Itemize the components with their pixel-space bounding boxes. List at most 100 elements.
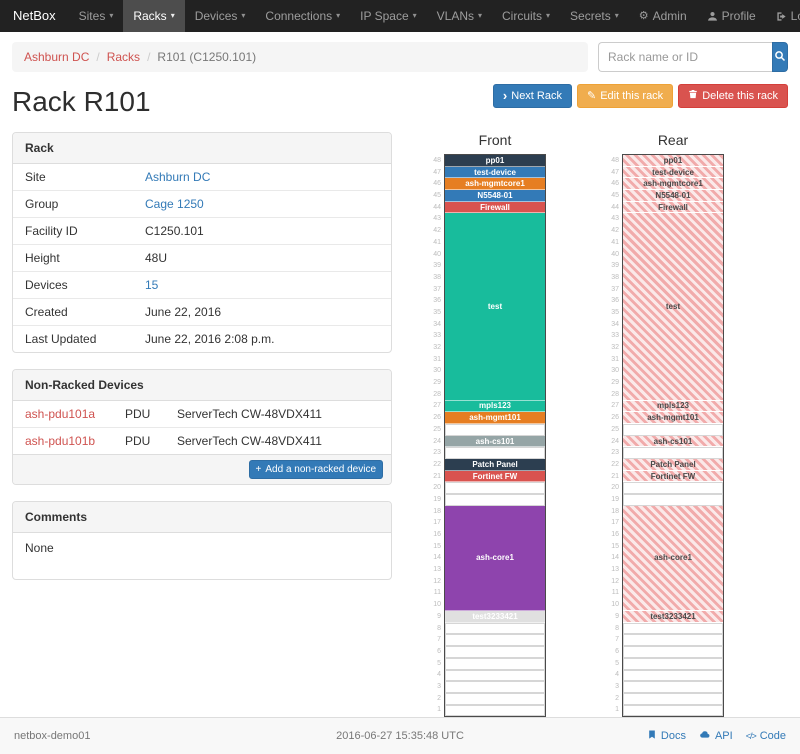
unit-number: 35 (611, 308, 619, 316)
delete-rack-button[interactable]: Delete this rack (678, 84, 788, 109)
nav-item-connections[interactable]: Connections ▾ (255, 0, 350, 32)
device-rear-test3233421[interactable]: test3233421 (623, 611, 723, 623)
unit-number: 3 (437, 682, 441, 690)
device-link-ash-pdu101b[interactable]: ash-pdu101b (25, 434, 96, 448)
nav-item-vlans[interactable]: VLANs ▾ (427, 0, 492, 32)
attr-label: Height (25, 251, 60, 265)
device-rear-test-device[interactable]: test-device (623, 166, 723, 179)
footer-links: Docs API </> Code (566, 729, 786, 743)
nav-item-label: Profile (721, 9, 756, 23)
breadcrumb-separator: / (96, 50, 100, 64)
device-front-n5548-01[interactable]: N5548-01 (445, 190, 545, 202)
add-non-racked-device-button[interactable]: + Add a non-racked device (248, 460, 383, 479)
navbar: NetBox Sites ▾ Racks ▾ Devices ▾ Connections ▾ I… (0, 0, 800, 32)
device-rear-test[interactable]: test (623, 213, 723, 401)
attr-row-group: Group Cage 1250 (13, 190, 391, 217)
device-rear-ash-cs101[interactable]: ash-cs101 (623, 435, 723, 448)
device-front-patch-panel[interactable]: Patch Panel (445, 459, 545, 471)
breadcrumb-link-ashburn-dc[interactable]: Ashburn DC (24, 50, 90, 64)
unit-number: 12 (611, 577, 619, 585)
unit-number: 31 (433, 355, 441, 363)
device-rear-n5548-01[interactable]: N5548-01 (623, 190, 723, 202)
unit-number: 27 (611, 402, 619, 410)
comments-body: None (25, 541, 54, 555)
search-icon (774, 50, 786, 65)
brand[interactable]: NetBox (13, 8, 56, 23)
nav-admin[interactable]: ⚙ Admin (629, 0, 697, 32)
footer-link-code[interactable]: </> Code (746, 729, 786, 743)
unit-number: 9 (615, 612, 619, 620)
device-front-ash-mgmt101[interactable]: ash-mgmt101 (445, 412, 545, 424)
footer-link-label: Docs (660, 730, 686, 743)
nav-item-secrets[interactable]: Secrets ▾ (560, 0, 629, 32)
footer-link-label: API (714, 730, 733, 743)
device-link-ash-pdu101a[interactable]: ash-pdu101a (25, 407, 96, 421)
empty-unit-rear-u5 (623, 657, 723, 670)
device-rear-mpls123[interactable]: mpls123 (623, 400, 723, 413)
unit-number: 44 (611, 203, 619, 211)
device-front-pp01[interactable]: pp01 (445, 155, 545, 167)
non-racked-device-row: ash-pdu101a PDU ServerTech CW-48VDX411 (13, 401, 391, 427)
device-rear-ash-mgmt101[interactable]: ash-mgmt101 (623, 412, 723, 424)
unit-number: 41 (433, 238, 441, 246)
attr-value-site[interactable]: Ashburn DC (145, 170, 211, 184)
unit-number: 5 (615, 659, 619, 667)
device-rear-ash-core1[interactable]: ash-core1 (623, 505, 723, 612)
unit-number: 14 (611, 554, 619, 562)
next-rack-button[interactable]: › Next Rack (492, 84, 572, 109)
unit-number: 18 (611, 507, 619, 515)
edit-rack-button[interactable]: ✎ Edit this rack (577, 84, 674, 109)
unit-number: 13 (611, 566, 619, 574)
nav-item-ip-space[interactable]: IP Space ▾ (350, 0, 427, 32)
rack-front: 48 47 46 45 44 43 42 41 40 39 38 37 36 35 34 33 32 31 30 29… (428, 154, 546, 718)
device-rear-patch-panel[interactable]: Patch Panel (623, 459, 723, 471)
unit-number: 20 (611, 484, 619, 492)
unit-number: 19 (611, 495, 619, 503)
attr-value-devices[interactable]: 15 (145, 278, 159, 292)
footer-link-api[interactable]: API (699, 729, 733, 743)
device-rear-fortinet-fw[interactable]: Fortinet FW (623, 470, 723, 483)
device-front-mpls123[interactable]: mpls123 (445, 400, 545, 413)
unit-number: 23 (433, 449, 441, 457)
attr-row-created: Created June 22, 2016 (13, 298, 391, 325)
search-input[interactable] (598, 42, 772, 72)
unit-number: 43 (433, 215, 441, 223)
breadcrumb-link-racks[interactable]: Racks (106, 50, 141, 64)
search-button[interactable] (772, 42, 788, 72)
rear-unit-numbers: 48 47 46 45 44 43 42 41 40 39 38 37 36 35 34 33 32 31 30 29… (606, 154, 622, 717)
device-front-ash-core1[interactable]: ash-core1 (445, 505, 545, 612)
device-rear-pp01[interactable]: pp01 (623, 155, 723, 167)
unit-number: 14 (433, 554, 441, 562)
nav-item-devices[interactable]: Devices ▾ (185, 0, 256, 32)
title-row: Rack R101 › Next Rack ✎ Edit this rack D… (12, 84, 788, 132)
nav-item-circuits[interactable]: Circuits ▾ (492, 0, 560, 32)
device-front-ash-cs101[interactable]: ash-cs101 (445, 435, 545, 448)
device-rear-firewall[interactable]: Firewall (623, 201, 723, 214)
device-front-ash-mgmtcore1[interactable]: ash-mgmtcore1 (445, 178, 545, 191)
unit-number: 42 (433, 227, 441, 235)
rack-front-title: Front (478, 132, 512, 148)
nav-profile[interactable]: Profile (697, 0, 766, 32)
device-front-test3233421[interactable]: test3233421 (445, 611, 545, 623)
book-icon (647, 729, 657, 743)
device-front-test-device[interactable]: test-device (445, 166, 545, 179)
chevron-right-icon: › (502, 88, 508, 104)
attr-value-group[interactable]: Cage 1250 (145, 197, 204, 211)
device-front-fortinet-fw[interactable]: Fortinet FW (445, 470, 545, 483)
breadcrumb-separator: / (147, 50, 151, 64)
footer-link-docs[interactable]: Docs (647, 729, 686, 743)
footer-link-label: Code (759, 730, 786, 743)
nav-log-out[interactable]: Log out (766, 0, 800, 32)
breadcrumb: Ashburn DC / Racks / R101 (C1250.101) (12, 42, 588, 72)
nav-item-sites[interactable]: Sites ▾ (69, 0, 124, 32)
unit-number: 6 (437, 647, 441, 655)
device-front-test[interactable]: test (445, 213, 545, 401)
chevron-down-icon: ▾ (241, 11, 246, 20)
empty-unit-front-u6 (445, 646, 545, 658)
unit-number: 36 (611, 297, 619, 305)
empty-unit-front-u2 (445, 692, 545, 705)
device-rear-ash-mgmtcore1[interactable]: ash-mgmtcore1 (623, 178, 723, 191)
nav-item-racks[interactable]: Racks ▾ (123, 0, 185, 32)
device-front-firewall[interactable]: Firewall (445, 201, 545, 214)
unit-number: 44 (433, 203, 441, 211)
